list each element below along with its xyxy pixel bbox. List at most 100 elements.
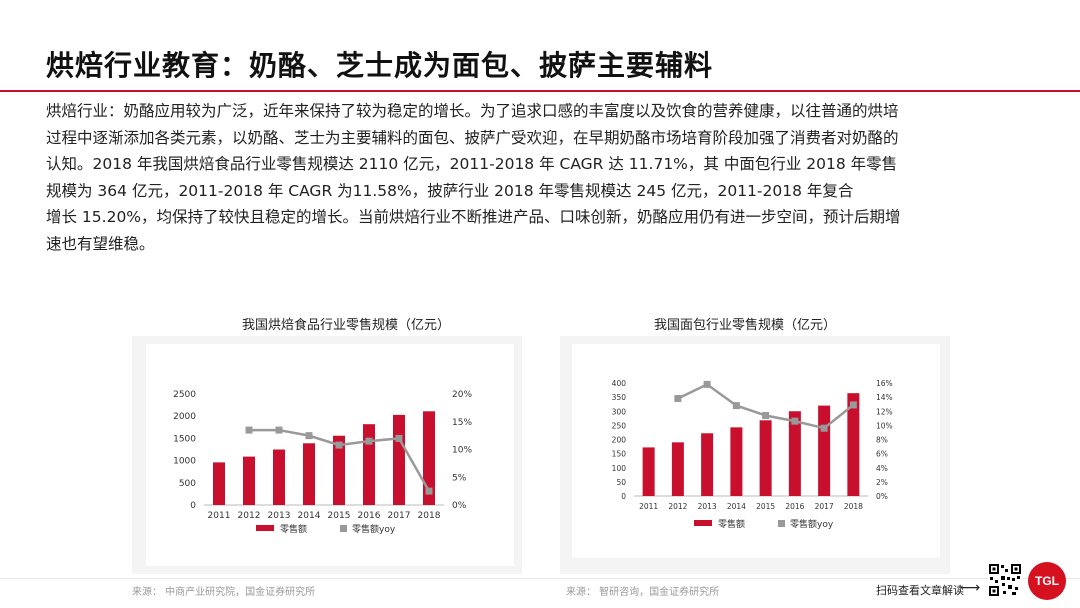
chart-1-x-tick: 2012 [238, 511, 261, 521]
chart-2-x-tick: 2012 [668, 502, 687, 511]
chart-1-bar [363, 424, 375, 505]
chart-2-x-tick: 2013 [698, 502, 717, 511]
chart-1-y-right-tick: 10% [452, 446, 472, 456]
chart-2-source: 来源： 智研咨询，国金证券研究所 [566, 587, 720, 598]
chart-1-source: 来源： 中商产业研究院，国金证券研究所 [132, 587, 316, 598]
chart-1-legend-swatch-line [340, 525, 347, 532]
chart-2-y-left-tick: 100 [612, 464, 627, 473]
paragraph-line: 速也有望维稳。 [46, 234, 155, 253]
qr-code-icon[interactable] [988, 563, 1022, 597]
chart-1-yoy-point [275, 426, 283, 434]
chart-2-yoy-point [820, 424, 828, 432]
chart-2-legend-swatch-line [778, 520, 785, 527]
chart-1-panel: 0 500 1000 1500 2000 2500 0% 5% 10% 15% 20% 2011 201… [146, 344, 514, 566]
chart-2-yoy-point [849, 401, 857, 409]
body-paragraph: 烘焙行业：奶酪应用较为广泛，近年来保持了较为稳定的增长。为了追求口感的丰富度以及… [46, 98, 1046, 257]
chart-1-legend-swatch-bar [256, 525, 274, 531]
chart-1-bar [393, 414, 405, 505]
chart-1-legend-label: 零售额yoy [352, 523, 396, 535]
chart-2-y-right-tick: 12% [876, 407, 893, 416]
chart-2-legend-label: 零售额yoy [790, 518, 834, 530]
chart-2-bar [759, 420, 772, 496]
chart-1-yoy-point [335, 441, 343, 449]
chart-2-bar [701, 433, 714, 496]
chart-1-x-tick: 2017 [388, 511, 411, 521]
chart-2-yoy-point [674, 395, 682, 403]
tgl-logo: TGL [1028, 562, 1066, 600]
chart-2-y-left-tick: 300 [612, 407, 627, 416]
chart-1-y-left-tick: 0 [190, 501, 196, 511]
footer-divider [0, 578, 1080, 579]
chart-2-y-right-tick: 16% [876, 379, 893, 388]
chart-2-y-left-tick: 400 [612, 379, 627, 388]
chart-2-title: 我国面包行业零售规模（亿元） [654, 318, 837, 333]
chart-2-y-left-tick: 0 [621, 492, 626, 501]
chart-1-x-tick: 2014 [298, 511, 321, 521]
chart-1-y-right-tick: 20% [452, 390, 472, 400]
paragraph-line: 增长 15.20%，均保持了较快且稳定的增长。当前烘焙行业不断推进产品、口味创新… [46, 208, 901, 226]
chart-1-x-tick: 2016 [358, 511, 381, 521]
scan-prompt: 扫码查看文章解读 [876, 584, 964, 597]
chart-1-y-left-tick: 500 [179, 479, 196, 489]
paragraph-line: 规模为 364 亿元，2011-2018 年 CAGR 为11.58%，披萨行业… [46, 181, 854, 200]
chart-2-bar [671, 442, 684, 496]
chart-2-x-tick: 2011 [639, 502, 658, 511]
chart-1-y-left-tick: 1500 [173, 434, 196, 444]
chart-2-y-right-tick: 0% [876, 492, 888, 501]
chart-1-yoy-point [425, 487, 433, 495]
chart-1-x-tick: 2013 [268, 511, 291, 521]
chart-1-yoy-point [365, 437, 373, 445]
chart-2-y-right-tick: 14% [876, 393, 893, 402]
chart-1-bar [273, 449, 285, 505]
chart-1-x-tick: 2015 [328, 511, 351, 521]
chart-1-legend-label: 零售额 [280, 523, 307, 535]
chart-2-bar [818, 405, 831, 496]
chart-2-y-right-tick: 2% [876, 478, 888, 487]
chart-1-y-right-tick: 15% [452, 418, 472, 428]
chart-1-bar [423, 411, 435, 505]
chart-1-bar [333, 435, 345, 505]
chart-2-x-tick: 2017 [815, 502, 834, 511]
paragraph-line: 烘焙行业：奶酪应用较为广泛，近年来保持了较为稳定的增长。为了追求口感的丰富度以及… [46, 102, 899, 120]
chart-2-x-tick: 2014 [727, 502, 746, 511]
chart-1-y-right-tick: 0% [452, 501, 467, 511]
chart-1-bar [243, 456, 255, 505]
chart-2-x-tick: 2018 [844, 502, 863, 511]
chart-2-x-tick: 2015 [756, 502, 775, 511]
chart-1-x-tick: 2011 [208, 511, 231, 521]
paragraph-line: 过程中逐渐添加各类元素，以奶酪、芝士为主要辅料的面包、披萨广受欢迎，在早期奶酪市… [46, 128, 899, 147]
chart-1-bar [303, 443, 315, 505]
chart-2-y-left-tick: 200 [612, 436, 627, 445]
chart-2-legend-label: 零售额 [718, 518, 745, 530]
chart-1-y-left-tick: 2000 [173, 412, 196, 422]
chart-2-yoy-point [762, 411, 770, 419]
chart-2-bar [788, 411, 801, 496]
chart-1-svg: 0 500 1000 1500 2000 2500 0% 5% 10% 15% 20% 2011 201… [173, 390, 472, 535]
chart-1-yoy-point [245, 426, 253, 434]
chart-2-yoy-point [703, 380, 711, 388]
chart-2-y-left-tick: 150 [612, 450, 627, 459]
chart-1-yoy-point [305, 432, 313, 440]
chart-2-bar [730, 427, 743, 496]
chart-2-y-right-tick: 8% [876, 436, 888, 445]
chart-1-y-left-tick: 2500 [173, 390, 196, 400]
page-title: 烘焙行业教育：奶酪、芝士成为面包、披萨主要辅料 [46, 49, 714, 82]
chart-2-yoy-point [732, 402, 740, 410]
chart-2-y-right-tick: 6% [876, 450, 888, 459]
chart-2-y-right-tick: 10% [876, 421, 893, 430]
chart-1-x-tick: 2018 [418, 511, 441, 521]
chart-2-bar [847, 393, 860, 496]
chart-2-x-tick: 2016 [785, 502, 804, 511]
chart-1-yoy-point [395, 434, 403, 442]
chart-2-y-left-tick: 250 [612, 421, 627, 430]
chart-1-title: 我国烘焙食品行业零售规模（亿元） [242, 318, 451, 333]
chart-2-svg: 0 50 100 150 200 250 300 350 400 0% 2% 4% 6% 8% 10% 12%… [612, 379, 893, 530]
title-divider [0, 90, 1080, 92]
chart-2-panel: 0 50 100 150 200 250 300 350 400 0% 2% 4% 6% 8% 10% 12%… [572, 344, 940, 558]
arrow-right-icon: ⟶ [960, 580, 981, 596]
chart-2-legend-swatch-bar [694, 520, 712, 526]
chart-1-bar [213, 462, 225, 505]
chart-2-bar [642, 447, 655, 496]
chart-2-y-left-tick: 50 [616, 478, 626, 487]
chart-1-y-left-tick: 1000 [173, 457, 196, 467]
